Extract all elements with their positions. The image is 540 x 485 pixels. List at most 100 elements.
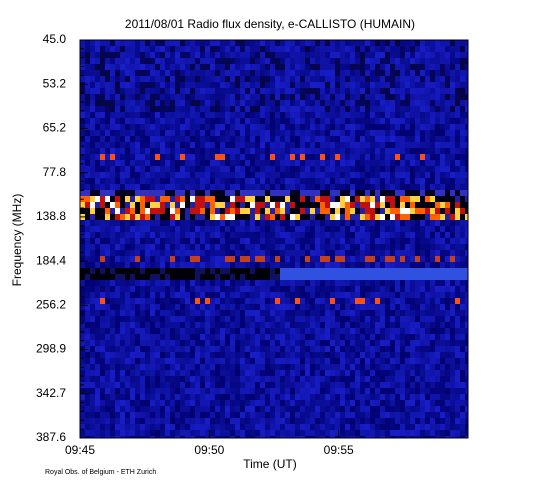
spectrogram-pixel — [120, 280, 125, 286]
spectrogram-pixel — [425, 304, 430, 310]
spectrogram-pixel — [100, 220, 105, 226]
spectrogram-pixel — [305, 256, 310, 262]
spectrogram-pixel — [140, 262, 145, 268]
spectrogram-pixel — [350, 334, 355, 340]
spectrogram-pixel — [115, 250, 120, 256]
spectrogram-pixel — [455, 70, 460, 76]
spectrogram-pixel — [430, 58, 435, 64]
spectrogram-pixel — [200, 268, 205, 274]
spectrogram-pixel — [90, 52, 95, 58]
spectrogram-pixel — [310, 64, 315, 70]
spectrogram-pixel — [210, 226, 215, 232]
spectrogram-pixel — [300, 94, 305, 100]
spectrogram-pixel — [255, 340, 260, 346]
spectrogram-pixel — [180, 208, 185, 214]
spectrogram-pixel — [215, 202, 220, 208]
spectrogram-pixel — [415, 64, 420, 70]
spectrogram-pixel — [80, 220, 85, 226]
spectrogram-pixel — [315, 76, 320, 82]
spectrogram-pixel — [95, 124, 100, 130]
spectrogram-pixel — [450, 286, 455, 292]
spectrogram-pixel — [430, 166, 435, 172]
spectrogram-pixel — [350, 178, 355, 184]
spectrogram-pixel — [200, 124, 205, 130]
spectrogram-pixel — [255, 76, 260, 82]
spectrogram-pixel — [140, 268, 145, 274]
spectrogram-pixel — [255, 346, 260, 352]
spectrogram-pixel — [240, 406, 245, 412]
spectrogram-pixel — [360, 136, 365, 142]
spectrogram-pixel — [230, 370, 235, 376]
spectrogram-pixel — [100, 64, 105, 70]
spectrogram-pixel — [115, 214, 120, 220]
spectrogram-pixel — [275, 214, 280, 220]
spectrogram-pixel — [205, 82, 210, 88]
spectrogram-pixel — [95, 190, 100, 196]
spectrogram-pixel — [320, 136, 325, 142]
spectrogram-pixel — [135, 352, 140, 358]
spectrogram-pixel — [420, 136, 425, 142]
spectrogram-pixel — [445, 232, 450, 238]
spectrogram-pixel — [340, 400, 345, 406]
spectrogram-pixel — [210, 370, 215, 376]
spectrogram-pixel — [345, 238, 350, 244]
spectrogram-pixel — [285, 160, 290, 166]
spectrogram-pixel — [165, 364, 170, 370]
spectrogram-pixel — [450, 190, 455, 196]
spectrogram-pixel — [235, 274, 240, 280]
spectrogram-pixel — [205, 46, 210, 52]
spectrogram-pixel — [160, 286, 165, 292]
spectrogram-pixel — [395, 316, 400, 322]
spectrogram-pixel — [220, 46, 225, 52]
spectrogram-pixel — [90, 334, 95, 340]
spectrogram-pixel — [135, 346, 140, 352]
spectrogram-pixel — [345, 286, 350, 292]
spectrogram-pixel — [440, 268, 445, 274]
spectrogram-pixel — [395, 202, 400, 208]
spectrogram-pixel — [275, 82, 280, 88]
spectrogram-pixel — [130, 382, 135, 388]
spectrogram-pixel — [140, 148, 145, 154]
spectrogram-pixel — [315, 310, 320, 316]
spectrogram-pixel — [380, 88, 385, 94]
spectrogram-pixel — [175, 76, 180, 82]
spectrogram-pixel — [360, 148, 365, 154]
spectrogram-pixel — [395, 250, 400, 256]
spectrogram-pixel — [150, 82, 155, 88]
spectrogram-pixel — [360, 100, 365, 106]
spectrogram-pixel — [385, 364, 390, 370]
spectrogram-pixel — [420, 88, 425, 94]
spectrogram-pixel — [265, 160, 270, 166]
spectrogram-pixel — [180, 148, 185, 154]
spectrogram-pixel — [225, 364, 230, 370]
spectrogram-pixel — [440, 100, 445, 106]
spectrogram-pixel — [290, 88, 295, 94]
spectrogram-pixel — [420, 382, 425, 388]
spectrogram-pixel — [320, 160, 325, 166]
spectrogram-pixel — [365, 184, 370, 190]
spectrogram-pixel — [135, 316, 140, 322]
spectrogram-pixel — [230, 202, 235, 208]
spectrogram-pixel — [380, 160, 385, 166]
spectrogram-pixel — [450, 346, 455, 352]
spectrogram-pixel — [160, 340, 165, 346]
spectrogram-pixel — [210, 340, 215, 346]
spectrogram-pixel — [155, 52, 160, 58]
spectrogram-pixel — [200, 364, 205, 370]
spectrogram-pixel — [180, 334, 185, 340]
spectrogram-pixel — [235, 124, 240, 130]
spectrogram-pixel — [290, 112, 295, 118]
spectrogram-pixel — [190, 304, 195, 310]
spectrogram-pixel — [270, 280, 275, 286]
spectrogram-pixel — [145, 154, 150, 160]
spectrogram-pixel — [245, 388, 250, 394]
spectrogram-pixel — [205, 286, 210, 292]
spectrogram-pixel — [340, 130, 345, 136]
spectrogram-pixel — [150, 352, 155, 358]
spectrogram-pixel — [355, 250, 360, 256]
spectrogram-pixel — [465, 394, 468, 400]
spectrogram-pixel — [330, 160, 335, 166]
spectrogram-pixel — [440, 118, 445, 124]
spectrogram-pixel — [195, 244, 200, 250]
spectrogram-pixel — [275, 346, 280, 352]
